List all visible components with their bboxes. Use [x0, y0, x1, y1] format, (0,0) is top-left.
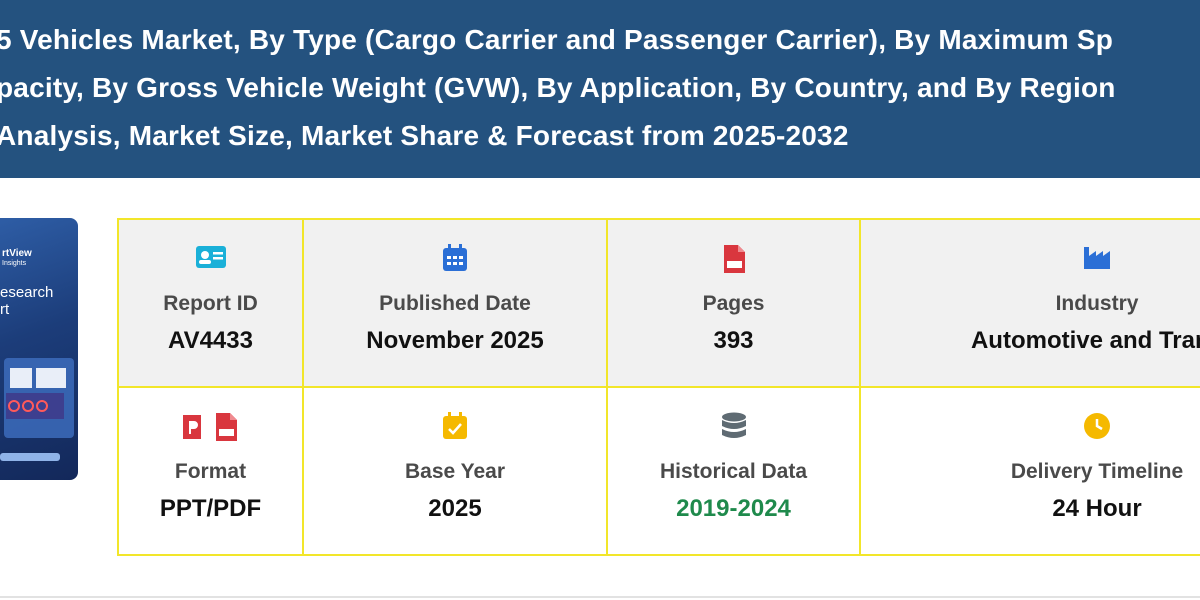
label: Format	[174, 460, 247, 483]
value: AV4433	[168, 327, 253, 354]
value: 393	[713, 327, 754, 354]
info-cell: Pages 393	[606, 218, 861, 388]
label: Pages	[702, 292, 765, 315]
value: 24 Hour	[1052, 495, 1142, 522]
info-cell: Historical Data 2019-2024	[606, 386, 861, 556]
info-cell: Industry Automotive and Trans	[859, 218, 1200, 388]
cover-text: Insights	[2, 260, 27, 267]
cover-art	[0, 358, 74, 461]
info-cell: Base Year 2025	[302, 386, 608, 556]
icon	[195, 246, 226, 268]
label: Historical Data	[659, 460, 808, 483]
icon	[1084, 413, 1110, 439]
title-banner: 5 Vehicles Market, By Type (Cargo Carrie…	[0, 0, 1200, 178]
report-cover[interactable]: rtView Insights esearch rt	[0, 218, 78, 480]
info-cell: Published Date November 2025	[302, 218, 608, 388]
value: PPT/PDF	[159, 495, 262, 522]
cover-text: rt	[0, 301, 10, 318]
value: November 2025	[366, 327, 544, 354]
label: Published Date	[379, 292, 531, 315]
value: Automotive and Trans	[970, 327, 1200, 354]
info-cell: Format PPT/PDF	[117, 386, 304, 556]
value: 2019-2024	[676, 495, 791, 522]
icon	[443, 412, 467, 439]
title-line: 5 Vehicles Market, By Type (Cargo Carrie…	[0, 24, 1114, 55]
icon	[1084, 247, 1110, 269]
cover-text: esearch	[0, 284, 54, 301]
label: Report ID	[163, 292, 258, 315]
divider	[0, 596, 1200, 598]
label: Delivery Timeline	[1010, 460, 1184, 483]
icon	[182, 413, 237, 441]
value: 2025	[428, 495, 482, 522]
title-line: Analysis, Market Size, Market Share & Fo…	[0, 120, 849, 151]
icon	[721, 412, 746, 438]
cover-text: rtView	[2, 248, 32, 259]
icon	[443, 244, 467, 271]
icon	[723, 245, 745, 273]
label: Base Year	[404, 460, 506, 483]
title-line: pacity, By Gross Vehicle Weight (GVW), B…	[0, 72, 1116, 103]
info-cell: Delivery Timeline 24 Hour	[859, 386, 1200, 556]
info-cell: Report ID AV4433	[117, 218, 304, 388]
info-grid: Report ID AV4433 Published Date November…	[117, 218, 1200, 556]
label: Industry	[1055, 292, 1139, 315]
